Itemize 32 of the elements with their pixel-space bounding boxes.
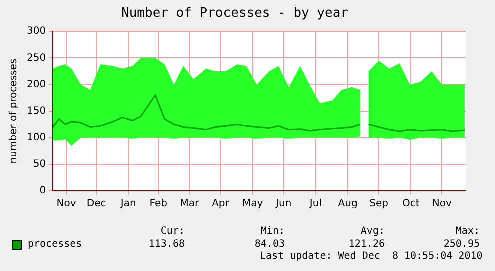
x-tick-label: Dec xyxy=(86,198,106,210)
x-tick-label: Feb xyxy=(150,198,168,210)
text: Min: xyxy=(260,226,285,237)
legend-label: processes xyxy=(28,239,82,250)
x-tick-label: Jan xyxy=(120,198,136,210)
x-tick-label: Oct xyxy=(402,198,420,210)
y-tick-label: 100 xyxy=(26,132,46,144)
x-tick-label: Jun xyxy=(275,198,292,210)
text: Cur: xyxy=(160,226,185,237)
y-tick-label: 200 xyxy=(26,79,46,90)
text: 121.26 xyxy=(348,239,385,250)
text: Max: xyxy=(456,226,480,237)
x-tick-label: Mar xyxy=(180,198,200,210)
y-tick-label: 0 xyxy=(40,186,46,197)
x-tick-label: Apr xyxy=(212,198,230,210)
text: Last update: Wed Dec 8 10:55:04 2010 xyxy=(260,251,483,262)
text: 250.95 xyxy=(444,239,480,250)
x-tick-label: May xyxy=(242,198,264,210)
text: 113.68 xyxy=(148,239,185,250)
text: 84.03 xyxy=(254,239,285,250)
x-tick-label: Nov xyxy=(432,198,452,210)
y-axis-title: number of processes xyxy=(8,58,20,164)
y-tick-label: 150 xyxy=(26,106,46,117)
x-tick-label: Nov xyxy=(56,198,76,210)
y-tick-label: 300 xyxy=(26,26,46,38)
x-tick-label: Sep xyxy=(370,198,388,210)
text: Avg: xyxy=(360,226,385,237)
x-tick-label: Jul xyxy=(308,198,322,210)
y-tick-label: 250 xyxy=(26,52,46,64)
chart-title: Number of Processes - by year xyxy=(122,6,349,22)
y-tick-label: 50 xyxy=(33,159,46,170)
x-tick-label: Aug xyxy=(338,198,358,210)
